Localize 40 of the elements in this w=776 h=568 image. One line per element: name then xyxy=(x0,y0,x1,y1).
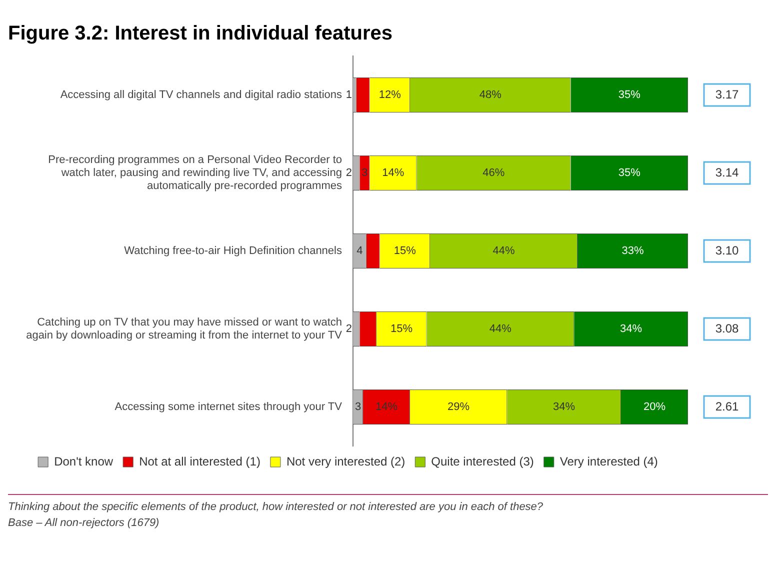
data-label: 46% xyxy=(482,167,505,180)
y-tick-label: Accessing some internet sites through your TV xyxy=(114,401,343,414)
legend-label: Not very interested (2) xyxy=(286,454,406,468)
data-label: 4 xyxy=(356,245,363,258)
text: Base – All non-rejectors (1679) xyxy=(8,517,160,529)
data-label: 3 xyxy=(362,167,368,180)
text: 3.17 xyxy=(715,87,739,102)
data-label: 48% xyxy=(479,89,502,102)
data-label: 35% xyxy=(618,167,641,180)
data-label: 14% xyxy=(382,167,404,180)
data-label: 3 xyxy=(354,401,362,414)
data-label: 15% xyxy=(394,245,416,258)
y-tick-label: Catching up on TV that you may have missed or want to watch again by downloading or streaming it from the internet to your TV xyxy=(26,316,343,342)
y-tick-label: Pre-recording programmes on a Personal Video Recorder to watch later, pausing and rewinding live TV, and accessing automatically pre-recorded programmes xyxy=(48,154,342,192)
data-label: 2 xyxy=(346,323,352,336)
data-label: 1 xyxy=(346,89,352,102)
data-label: 2 xyxy=(346,167,352,180)
data-label: 44% xyxy=(492,245,515,258)
text: Thinking about the specific elements of the product, how interested or not interested are you in each of these? xyxy=(8,501,544,513)
data-label: 34% xyxy=(620,323,642,336)
text: 3.14 xyxy=(715,165,739,180)
legend-label: Don't know xyxy=(54,454,114,468)
data-label: 14% xyxy=(375,401,398,414)
text: 3.10 xyxy=(715,243,739,258)
data-label: 15% xyxy=(390,323,413,336)
legend-label: Not at all interested (1) xyxy=(139,454,260,468)
y-tick-label: Accessing all digital TV channels and digital radio stations xyxy=(60,89,342,102)
text: 2.61 xyxy=(715,399,739,414)
data-label: 33% xyxy=(622,245,644,258)
data-label: 20% xyxy=(643,401,666,414)
data-label: 29% xyxy=(448,401,470,414)
data-label: 12% xyxy=(378,89,402,102)
data-label: 35% xyxy=(618,89,641,102)
chart-title: Figure 3.2: Interest in individual features xyxy=(8,22,393,45)
data-label: 34% xyxy=(553,401,576,414)
legend-label: Very interested (4) xyxy=(560,454,658,468)
data-label: 44% xyxy=(489,323,512,336)
y-tick-label: Watching free-to-air High Definition channels xyxy=(124,245,342,258)
legend-label: Quite interested (3) xyxy=(431,454,534,468)
text: 3.08 xyxy=(715,321,739,336)
